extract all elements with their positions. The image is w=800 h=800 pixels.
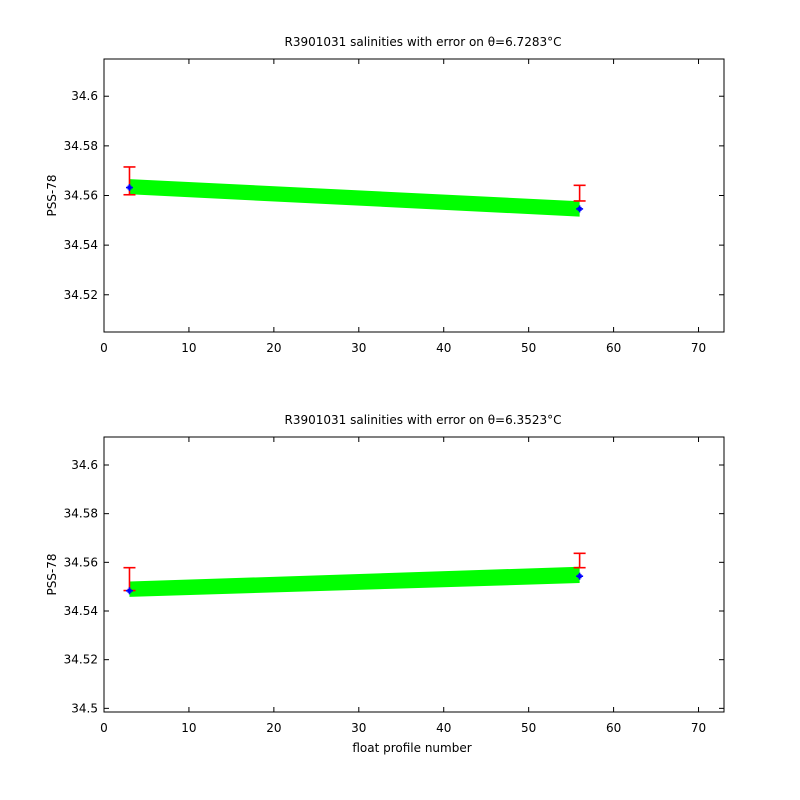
error-band bbox=[129, 179, 580, 217]
chart-panel-2: 0 10 20 30 40 50 60 70 34.5 34.52 34.54 34.56 34.58 3… bbox=[45, 413, 725, 755]
error-band bbox=[129, 566, 580, 597]
x-tick-label: 60 bbox=[606, 341, 621, 355]
x-tick-label: 40 bbox=[436, 721, 451, 735]
x-tick-label: 30 bbox=[351, 721, 366, 735]
y-tick-label: 34.5 bbox=[71, 701, 98, 715]
x-tick-label: 0 bbox=[100, 721, 108, 735]
y-tick-label: 34.56 bbox=[64, 555, 98, 569]
x-tick-label: 20 bbox=[266, 341, 281, 355]
x-tick-label: 20 bbox=[266, 721, 281, 735]
y-tick-label: 34.52 bbox=[64, 653, 98, 667]
x-tick-label: 0 bbox=[100, 341, 108, 355]
chart-panel-1: 0 10 20 30 40 50 60 70 34.52 34.54 34.56 34.58 34.6 R… bbox=[45, 35, 725, 355]
x-tick-label: 70 bbox=[691, 341, 706, 355]
axes-box bbox=[103, 436, 725, 713]
x-axis-label: float profile number bbox=[352, 741, 471, 755]
chart-title: R3901031 salinities with error on θ=6.35… bbox=[285, 413, 562, 427]
chart-title: R3901031 salinities with error on θ=6.72… bbox=[285, 35, 562, 49]
x-tick-label: 10 bbox=[181, 341, 196, 355]
x-tick-label: 50 bbox=[521, 341, 536, 355]
x-tick-label: 60 bbox=[606, 721, 621, 735]
x-tick-label: 50 bbox=[521, 721, 536, 735]
y-axis-label: PSS-78 bbox=[45, 174, 59, 216]
y-tick-label: 34.58 bbox=[64, 139, 98, 153]
x-tick-label: 70 bbox=[691, 721, 706, 735]
y-tick-label: 34.54 bbox=[64, 238, 98, 252]
data-point-1 bbox=[125, 587, 133, 595]
data-point-2 bbox=[576, 572, 584, 580]
y-tick-label: 34.6 bbox=[71, 458, 98, 472]
x-tick-label: 10 bbox=[181, 721, 196, 735]
data-point-2 bbox=[576, 205, 584, 213]
error-bar-2 bbox=[573, 552, 586, 569]
y-tick-label: 34.54 bbox=[64, 604, 98, 618]
y-tick-label: 34.58 bbox=[64, 507, 98, 521]
data-point-1 bbox=[125, 184, 133, 192]
x-tick-label: 30 bbox=[351, 341, 366, 355]
y-axis-label: PSS-78 bbox=[45, 553, 59, 595]
y-tick-label: 34.56 bbox=[64, 189, 98, 203]
error-bar-2 bbox=[573, 184, 586, 202]
y-tick-label: 34.52 bbox=[64, 288, 98, 302]
x-tick-label: 40 bbox=[436, 341, 451, 355]
y-tick-label: 34.6 bbox=[71, 89, 98, 103]
